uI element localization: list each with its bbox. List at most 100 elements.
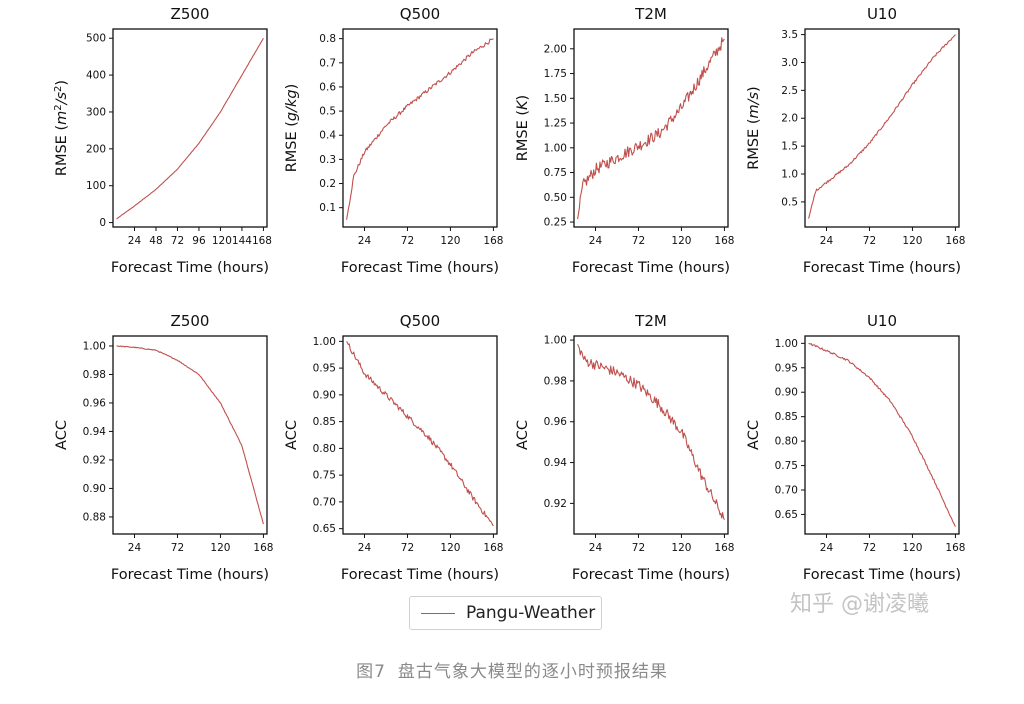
rmse_t2m-ytick-label: 1.75 — [544, 68, 567, 80]
rmse_z500-xtick-label: 48 — [149, 235, 162, 247]
rmse_t2m-ytick-label: 1.25 — [544, 118, 567, 130]
acc_t2m-axes-frame — [573, 335, 729, 535]
rmse_q500-ytick-label: 0.7 — [319, 57, 336, 69]
rmse_t2m-ytick-label: 2.00 — [544, 43, 567, 55]
rmse_u10-xtick-label: 120 — [902, 235, 922, 247]
rmse_q500-ytick-label: 0.6 — [319, 81, 336, 93]
rmse_z500-xtick-label: 24 — [128, 235, 142, 247]
rmse_z500-ytick-label: 0 — [99, 217, 106, 229]
acc_q500-axes-frame — [342, 335, 498, 535]
rmse_u10-ytick-label: 3.5 — [781, 29, 798, 41]
rmse_t2m-title: T2M — [634, 5, 667, 23]
rmse_u10-ytick-label: 1.5 — [781, 141, 798, 153]
caption-figure-number: 图7 — [356, 662, 386, 682]
rmse_t2m-ylabel: RMSE (K) — [515, 95, 531, 161]
acc_z500-xtick-label: 24 — [128, 542, 142, 554]
acc_q500-ytick-label: 0.75 — [313, 470, 336, 482]
legend: Pangu-Weather — [409, 596, 602, 630]
acc_z500-xtick-label: 72 — [171, 542, 184, 554]
rmse_u10-xlabel: Forecast Time (hours) — [803, 260, 961, 276]
rmse_q500-xtick-label: 120 — [440, 235, 460, 247]
acc_t2m-xlabel: Forecast Time (hours) — [572, 567, 730, 583]
rmse_q500-ytick-label: 0.5 — [319, 106, 336, 118]
acc_u10-xtick-label: 120 — [902, 542, 922, 554]
acc_q500-ytick-label: 1.00 — [313, 336, 336, 348]
rmse_u10-ytick-label: 3.0 — [781, 57, 798, 69]
acc_q500-xtick-label: 120 — [440, 542, 460, 554]
acc_u10-ytick-label: 0.90 — [775, 387, 798, 399]
acc_q500-series-line — [346, 341, 494, 527]
acc_u10-ytick-label: 1.00 — [775, 338, 798, 350]
acc_z500-ytick-label: 0.90 — [83, 483, 106, 495]
caption-text: 盘古气象大模型的逐小时预报结果 — [397, 662, 668, 682]
rmse_z500-ytick-label: 200 — [86, 143, 106, 155]
acc_u10-ytick-label: 0.85 — [775, 411, 798, 423]
acc_q500-ytick-label: 0.90 — [313, 389, 336, 401]
acc_u10-ytick-label: 0.65 — [775, 509, 798, 521]
acc_z500-series-line — [116, 345, 264, 525]
acc_t2m-xtick-label: 72 — [632, 542, 645, 554]
acc_t2m-title: T2M — [634, 312, 667, 330]
rmse_u10-title: U10 — [867, 5, 897, 23]
rmse_q500-ylabel: RMSE (g/kg) — [284, 84, 300, 173]
rmse_u10-ytick-label: 2.0 — [781, 113, 798, 125]
acc_z500-ytick-label: 0.88 — [83, 511, 106, 523]
acc_z500-ytick-label: 0.98 — [83, 369, 106, 381]
rmse_t2m-series-line — [577, 37, 725, 220]
rmse_t2m-ytick-label: 1.00 — [544, 142, 567, 154]
acc_u10-series-line — [808, 342, 956, 527]
acc_z500-ytick-label: 0.96 — [83, 397, 107, 409]
acc_t2m-ytick-label: 0.92 — [544, 498, 567, 510]
acc_t2m-xtick-label: 168 — [714, 542, 734, 554]
acc_z500-ytick-label: 0.94 — [83, 426, 107, 438]
rmse_z500-xtick-label: 96 — [192, 235, 206, 247]
acc_z500-title: Z500 — [171, 312, 210, 330]
rmse_z500-ytick-label: 300 — [86, 106, 106, 118]
acc_t2m-xtick-label: 120 — [671, 542, 691, 554]
acc_z500-axes-frame — [112, 335, 268, 535]
acc_z500-ytick-label: 0.92 — [83, 454, 106, 466]
acc_t2m-ylabel: ACC — [515, 420, 531, 450]
rmse_t2m-xlabel: Forecast Time (hours) — [572, 260, 730, 276]
rmse_q500-xtick-label: 72 — [401, 235, 414, 247]
acc_q500-xlabel: Forecast Time (hours) — [341, 567, 499, 583]
rmse_u10-ytick-label: 1.0 — [781, 169, 798, 181]
rmse_t2m-ytick-label: 0.25 — [544, 217, 567, 229]
rmse_u10-series-line — [808, 34, 956, 219]
rmse_z500-xtick-label: 120144168 — [212, 235, 272, 247]
rmse_q500-ytick-label: 0.8 — [319, 33, 336, 45]
acc_q500-xtick-label: 72 — [401, 542, 414, 554]
acc_u10-ytick-label: 0.75 — [775, 460, 798, 472]
acc_q500-ytick-label: 0.70 — [313, 496, 336, 508]
figure-caption: 图7 盘古气象大模型的逐小时预报结果 — [0, 657, 1024, 682]
acc_t2m-ytick-label: 0.94 — [544, 457, 568, 469]
acc_q500-ytick-label: 0.85 — [313, 416, 336, 428]
rmse_t2m-xtick-label: 120 — [671, 235, 691, 247]
rmse_q500-ytick-label: 0.4 — [319, 130, 336, 142]
rmse_t2m-axes-frame — [573, 28, 729, 228]
acc_u10-ylabel: ACC — [746, 420, 762, 450]
acc_z500-xlabel: Forecast Time (hours) — [111, 567, 269, 583]
acc_t2m-ytick-label: 0.96 — [544, 416, 568, 428]
rmse_t2m-xtick-label: 24 — [589, 235, 603, 247]
rmse_t2m-ytick-label: 0.75 — [544, 167, 567, 179]
rmse_q500-series-line — [346, 38, 494, 220]
acc_u10-xlabel: Forecast Time (hours) — [803, 567, 961, 583]
rmse_u10-ytick-label: 0.5 — [781, 196, 798, 208]
rmse_t2m-xtick-label: 72 — [632, 235, 645, 247]
acc_u10-xtick-label: 72 — [863, 542, 876, 554]
acc_q500-ytick-label: 0.95 — [313, 363, 336, 375]
rmse_q500-ytick-label: 0.2 — [319, 178, 336, 190]
acc_u10-ytick-label: 0.70 — [775, 485, 798, 497]
rmse_z500-axes-frame — [112, 28, 268, 228]
rmse_q500-title: Q500 — [400, 5, 440, 23]
rmse_z500-ylabel: RMSE (m2/s2) — [53, 80, 71, 176]
acc_q500-title: Q500 — [400, 312, 440, 330]
acc_t2m-ytick-label: 0.98 — [544, 375, 567, 387]
acc_q500-ytick-label: 0.65 — [313, 523, 336, 535]
acc_u10-ytick-label: 0.80 — [775, 436, 798, 448]
rmse_q500-xtick-label: 168 — [483, 235, 503, 247]
acc_u10-xtick-label: 168 — [945, 542, 965, 554]
rmse_q500-ytick-label: 0.1 — [319, 202, 336, 214]
